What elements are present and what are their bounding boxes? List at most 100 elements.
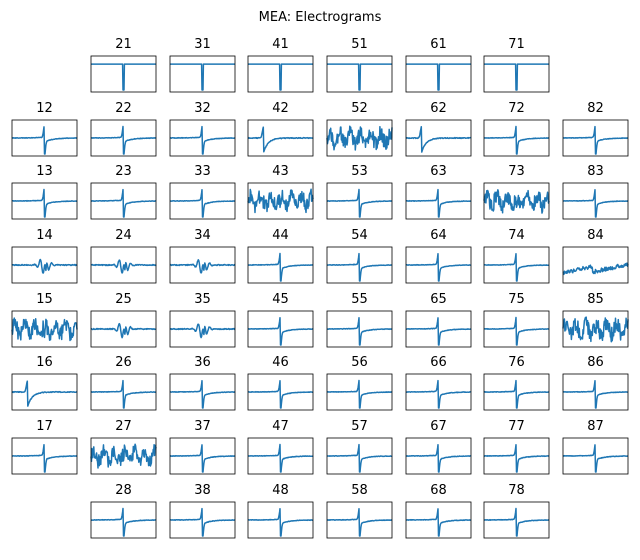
panel-frame [483,246,550,284]
electrogram-trace [483,316,550,346]
panel-title: 17 [36,419,53,434]
panel-26: 26 [90,355,157,411]
panel-77: 77 [483,419,550,475]
panel-56: 56 [326,355,393,411]
electrogram-trace [169,323,236,339]
panel-title: 52 [351,101,368,116]
panel-frame [90,373,157,411]
panel-title: 51 [351,37,368,52]
panel-title: 48 [272,483,289,498]
panel-83: 83 [562,164,629,220]
panel-title: 14 [36,228,53,243]
panel-67: 67 [405,419,472,475]
panel-title: 24 [115,228,132,243]
panel-36: 36 [169,355,236,411]
panel-13: 13 [11,164,78,220]
panel-frame [483,373,550,411]
panel-frame [326,119,393,157]
electrogram-trace [11,443,78,473]
electrogram-trace [247,507,314,537]
panel-12: 12 [11,101,78,157]
panel-frame [169,373,236,411]
panel-57: 57 [326,419,393,475]
panel-title: 25 [115,292,132,307]
panel-title: 31 [194,37,211,52]
panel-title: 54 [351,228,368,243]
panel-title: 73 [508,164,525,179]
panel-53: 53 [326,164,393,220]
electrogram-trace [169,259,236,274]
panel-title: 33 [194,164,211,179]
panel-frame [326,310,393,348]
panel-frame [562,119,629,157]
panel-47: 47 [247,419,314,475]
panel-frame [326,182,393,220]
panel-title: 76 [508,355,525,370]
panel-31: 31 [169,37,236,93]
electrogram-trace [90,507,157,537]
panel-frame [483,310,550,348]
electrogram-trace [326,379,393,409]
panel-16: 16 [11,355,78,411]
panel-frame [169,437,236,475]
panel-frame [326,501,393,539]
panel-28: 28 [90,483,157,539]
panel-frame [562,182,629,220]
electrogram-trace [405,443,472,473]
panel-frame [405,373,472,411]
panel-78: 78 [483,483,550,539]
panel-frame [11,373,78,411]
panel-frame [90,119,157,157]
panel-title: 26 [115,355,132,370]
panel-14: 14 [11,228,78,284]
panel-title: 65 [430,292,447,307]
panel-title: 38 [194,483,211,498]
panel-title: 21 [115,37,132,52]
panel-frame [562,246,629,284]
electrogram-trace [483,507,550,537]
panel-52: 52 [326,101,393,157]
panel-46: 46 [247,355,314,411]
panel-title: 23 [115,164,132,179]
panel-title: 61 [430,37,447,52]
electrogram-trace [169,63,236,91]
panel-65: 65 [405,292,472,348]
panel-frame [405,310,472,348]
panel-frame [11,182,78,220]
electrogram-trace [562,189,629,218]
electrogram-trace [326,508,393,537]
panel-title: 84 [587,228,604,243]
electrogram-trace [326,443,393,473]
panel-35: 35 [169,292,236,348]
electrogram-trace [90,125,157,155]
panel-title: 12 [36,101,53,116]
panel-72: 72 [483,101,550,157]
panel-title: 32 [194,101,211,116]
electrogram-trace [562,379,629,409]
electrogram-trace [247,443,314,473]
panel-title: 63 [430,164,447,179]
electrogram-trace [169,125,236,155]
panel-frame [90,501,157,539]
electrogram-trace [483,125,550,155]
panel-frame [483,182,550,220]
panel-frame [169,246,236,284]
panel-frame [247,119,314,157]
panel-title: 46 [272,355,289,370]
panel-34: 34 [169,228,236,284]
electrogram-trace [90,259,157,274]
panel-33: 33 [169,164,236,220]
electrogram-trace [483,253,550,282]
panel-frame [247,373,314,411]
electrogram-trace [90,188,157,218]
electrogram-trace [483,379,550,409]
panel-32: 32 [169,101,236,157]
panel-23: 23 [90,164,157,220]
chart-title: MEA: Electrograms [259,10,382,25]
panel-75: 75 [483,292,550,348]
electrogram-trace [405,317,472,346]
panel-frame [90,246,157,284]
panel-title: 62 [430,101,447,116]
panel-title: 87 [587,419,604,434]
